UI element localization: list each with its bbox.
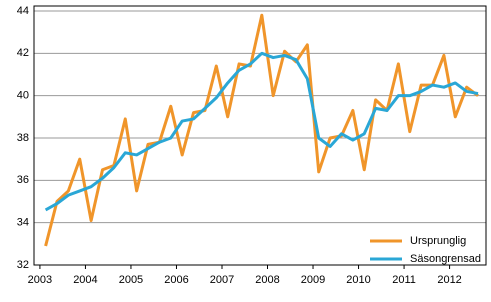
y-tick-label: 44 [17,5,29,17]
plot-frame [33,5,487,266]
y-tick-label: 36 [17,174,29,186]
x-tick-label: 2007 [210,274,234,286]
legend-label: Ursprunglig [410,235,466,247]
x-tick-label: 2005 [119,274,143,286]
series-line [44,13,479,247]
y-tick-label: 34 [17,217,29,229]
x-tick-label: 2006 [164,274,188,286]
y-tick-label: 40 [17,90,29,102]
y-tick-label: 32 [17,259,29,271]
x-tick-label: 2009 [301,274,325,286]
x-tick-label: 2010 [346,274,370,286]
x-tick-label: 2008 [255,274,279,286]
y-tick-label: 42 [17,47,29,59]
series-line [44,51,479,212]
y-tick-label: 38 [17,132,29,144]
x-tick-label: 2011 [392,274,416,286]
x-tick-label: 2004 [73,274,97,286]
x-tick-label: 2003 [28,274,52,286]
legend-label: Säsongrensad [410,253,481,265]
x-tick-label: 2012 [437,274,461,286]
